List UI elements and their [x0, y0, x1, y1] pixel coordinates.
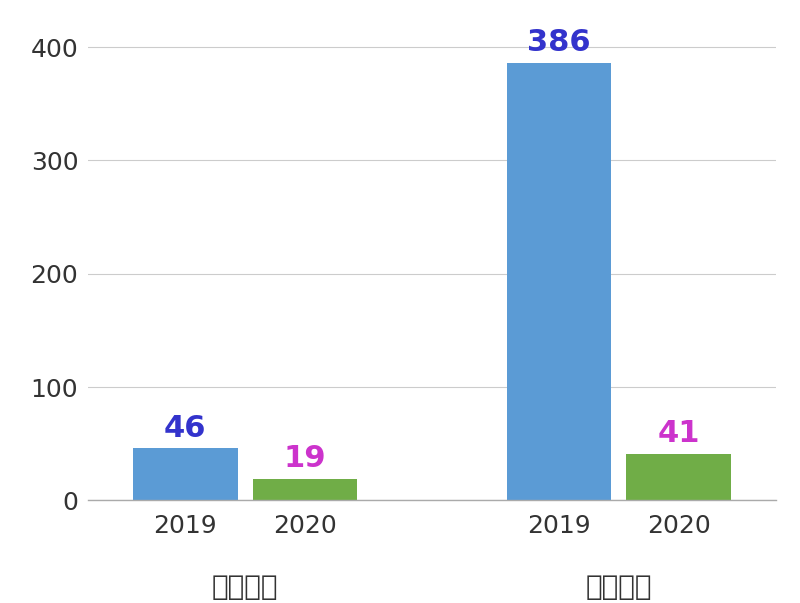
- Text: 19: 19: [283, 444, 326, 473]
- Bar: [626, 454, 731, 500]
- Bar: [506, 63, 611, 500]
- Text: マラリア: マラリア: [212, 573, 278, 601]
- Text: 386: 386: [527, 28, 591, 57]
- Text: 41: 41: [658, 419, 700, 449]
- Bar: [133, 449, 238, 500]
- Bar: [253, 479, 358, 500]
- Text: デング熱: デング熱: [586, 573, 652, 601]
- Text: 46: 46: [164, 414, 206, 443]
